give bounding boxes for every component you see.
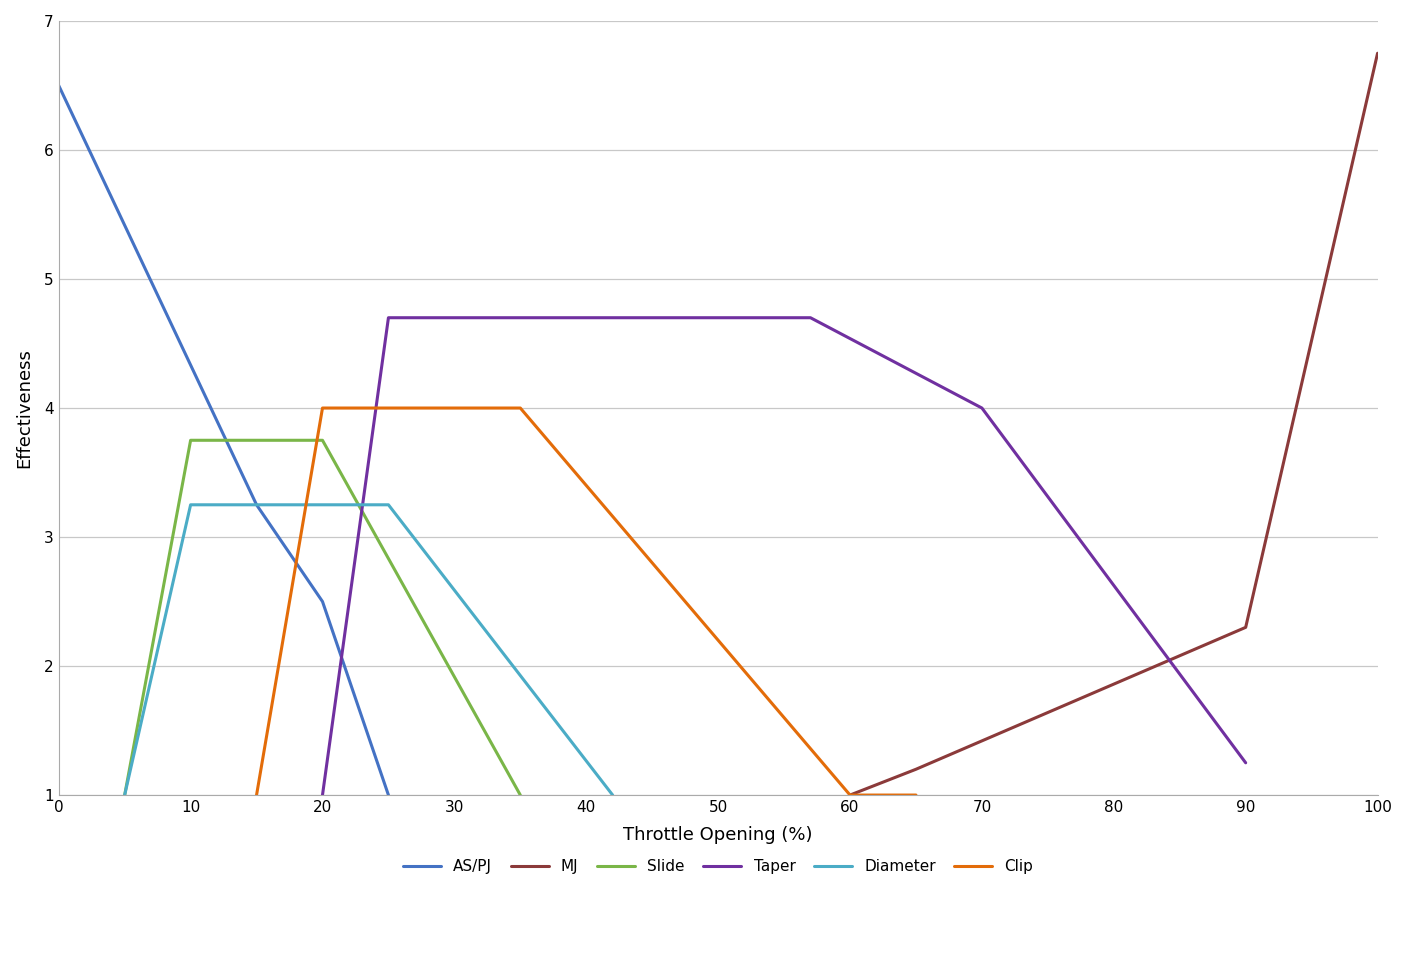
AS/PJ [51,80,68,91]
Line: AS/PJ: AS/PJ [59,85,388,795]
MJ [1237,622,1254,633]
MJ [908,764,924,775]
Line: Slide: Slide [125,441,521,795]
Taper [802,312,819,324]
Taper [314,789,331,801]
Clip [248,789,265,801]
MJ [841,789,858,801]
Diameter [314,499,331,511]
X-axis label: Throttle Opening (%): Throttle Opening (%) [623,826,813,844]
Diameter [604,789,620,801]
Slide [117,789,134,801]
Taper [1237,757,1254,768]
Clip [841,789,858,801]
Clip [314,402,331,414]
Line: MJ: MJ [850,54,1377,795]
AS/PJ [314,596,331,607]
Diameter [380,499,397,511]
Legend: AS/PJ, MJ, Slide, Taper, Diameter, Clip: AS/PJ, MJ, Slide, Taper, Diameter, Clip [397,853,1040,880]
AS/PJ [380,789,397,801]
Taper [974,402,991,414]
Diameter [117,789,134,801]
Clip [908,789,924,801]
Line: Diameter: Diameter [125,505,612,795]
AS/PJ [248,499,265,511]
Slide [182,435,198,446]
MJ [1369,48,1386,59]
Slide [314,435,331,446]
Taper [618,312,635,324]
Line: Clip: Clip [256,408,916,795]
Taper [380,312,397,324]
Slide [512,789,529,801]
Clip [512,402,529,414]
Y-axis label: Effectiveness: Effectiveness [15,348,32,468]
Diameter [182,499,198,511]
Line: Taper: Taper [322,318,1245,795]
